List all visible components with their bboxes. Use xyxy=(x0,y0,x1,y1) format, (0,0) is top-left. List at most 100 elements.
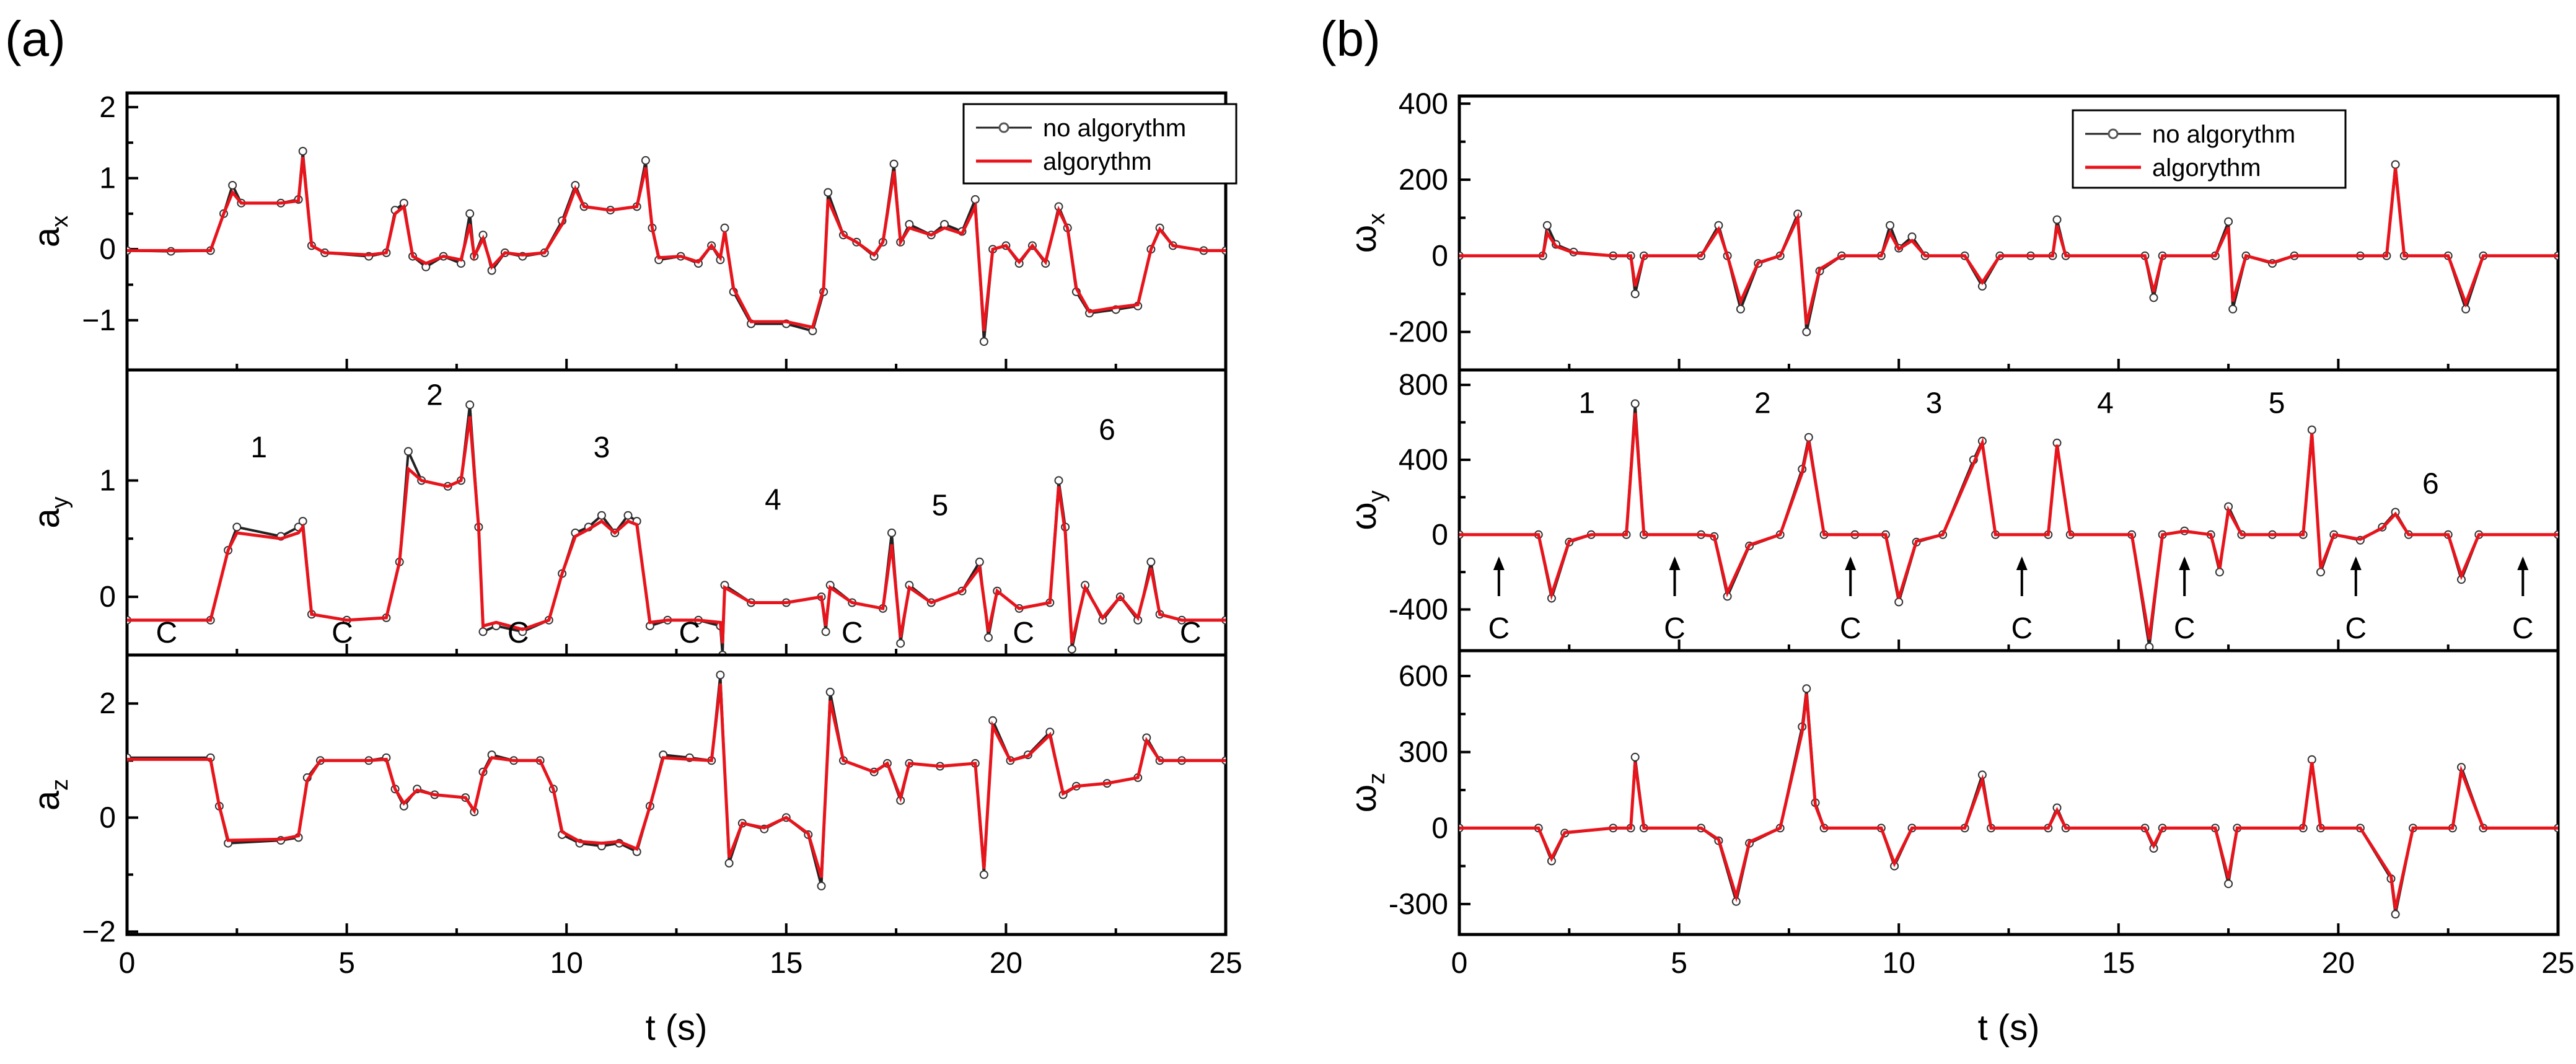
data-point xyxy=(887,528,896,537)
data-point xyxy=(403,447,413,456)
data-point xyxy=(2052,215,2062,224)
data-point xyxy=(817,881,826,890)
y-tick-label: 2 xyxy=(99,687,116,720)
y-tick-label: 1 xyxy=(99,464,116,497)
data-point xyxy=(2391,160,2400,169)
y-tick-label: 0 xyxy=(99,581,116,613)
x-tick-label: 5 xyxy=(338,947,355,980)
series-algorythm xyxy=(1459,693,2558,910)
segment-number: 3 xyxy=(1926,387,1943,420)
x-tick-label: 0 xyxy=(1451,947,1468,980)
legend-label-algorythm: algorythm xyxy=(2152,154,2261,182)
legend-box xyxy=(962,103,1237,185)
segment-number: 5 xyxy=(932,490,949,522)
data-point xyxy=(889,159,899,169)
y-axis-subscript: x xyxy=(1364,213,1390,225)
data-point xyxy=(1630,399,1640,408)
y-tick-label: −2 xyxy=(82,915,116,948)
data-point xyxy=(896,639,905,648)
c-label: C xyxy=(842,617,863,649)
data-point xyxy=(716,670,725,680)
data-point xyxy=(824,188,833,197)
data-point xyxy=(970,195,980,204)
y-axis-subscript: z xyxy=(1364,773,1390,785)
segment-number: 4 xyxy=(2097,387,2114,420)
data-point xyxy=(597,511,606,520)
line-algorythm xyxy=(127,416,1226,644)
y-tick-label: −1 xyxy=(82,304,116,337)
series-algorythm xyxy=(127,416,1226,644)
x-tick-label: 15 xyxy=(2102,947,2135,980)
y-tick-label: 300 xyxy=(1399,736,1448,769)
panel-label: (a) xyxy=(5,11,66,66)
data-point xyxy=(724,858,734,868)
data-point xyxy=(1886,221,1894,230)
y-tick-label: 800 xyxy=(1399,369,1448,402)
y-axis-subscript: y xyxy=(47,496,73,508)
plot-frame xyxy=(1457,94,2560,372)
legend: no algorythm algorythm xyxy=(962,103,1237,185)
line-algorythm xyxy=(1459,413,2558,640)
y-tick-label: 2 xyxy=(99,91,116,124)
y-tick-label: 600 xyxy=(1399,660,1448,693)
data-point xyxy=(2145,643,2154,651)
arrow-head xyxy=(2350,556,2362,570)
arrow-head xyxy=(2517,556,2529,570)
subplot-x: −1 0 1 2 ax no algorythm algorythm xyxy=(27,91,1237,372)
y-axis-subscript: x xyxy=(47,216,73,227)
series-algorythm xyxy=(127,156,1226,332)
data-point xyxy=(2149,293,2158,302)
c-label: C xyxy=(2512,612,2534,645)
arrow-head xyxy=(2179,556,2191,570)
subplot-y: -400 0 400 800 ωy 1 2 3 4 5 6 C C C C C C C xyxy=(1343,368,2560,653)
y-tick-label: 0 xyxy=(1431,812,1448,845)
data-point xyxy=(1542,221,1552,230)
y-axis-label: ωy xyxy=(1343,490,1390,530)
c-label: C xyxy=(2011,612,2033,645)
line-algorythm xyxy=(1459,168,2558,325)
line-no-algorythm xyxy=(1459,403,2558,648)
y-axis-label: ax xyxy=(27,216,73,247)
segment-number: 2 xyxy=(426,379,443,411)
series-no-algorythm xyxy=(1459,684,2558,919)
data-point xyxy=(2228,304,2238,314)
c-label: C xyxy=(332,617,353,649)
y-tick-label: -200 xyxy=(1389,316,1448,349)
data-point xyxy=(623,511,633,520)
segment-number: 3 xyxy=(594,431,610,464)
series-algorythm xyxy=(1459,413,2558,640)
data-point xyxy=(1736,304,1745,314)
data-point xyxy=(1802,327,1811,336)
data-point xyxy=(2307,425,2316,434)
segment-number: 5 xyxy=(2269,387,2285,420)
data-point xyxy=(2316,568,2325,577)
data-point xyxy=(979,870,988,879)
data-point xyxy=(1894,597,1904,607)
x-tick-label: 25 xyxy=(1209,947,1242,980)
x-tick-label: 0 xyxy=(119,947,136,980)
c-label: C xyxy=(156,617,177,649)
annotations: 1 2 3 4 5 6 C C C C C C C xyxy=(156,379,1201,649)
y-tick-label: 200 xyxy=(1399,164,1448,196)
data-point xyxy=(1630,289,1640,299)
y-axis-label: ωz xyxy=(1343,773,1390,812)
data-point xyxy=(465,209,475,218)
x-tick-label: 10 xyxy=(550,947,583,980)
y-tick-label: 0 xyxy=(1431,240,1448,273)
data-point xyxy=(298,147,307,156)
c-label: C xyxy=(1488,612,1510,645)
legend-box xyxy=(2072,109,2347,189)
series-algorythm xyxy=(127,683,1226,878)
data-point xyxy=(1067,644,1076,654)
legend-marker xyxy=(2108,128,2119,139)
line-no-algorythm xyxy=(127,405,1226,655)
data-point xyxy=(1630,752,1640,762)
series-no-algorythm xyxy=(1459,399,2558,651)
series-no-algorythm xyxy=(127,670,1226,890)
arrow-head xyxy=(1493,556,1505,570)
panel-label: (b) xyxy=(1320,11,1381,66)
segment-number: 1 xyxy=(1578,387,1595,420)
